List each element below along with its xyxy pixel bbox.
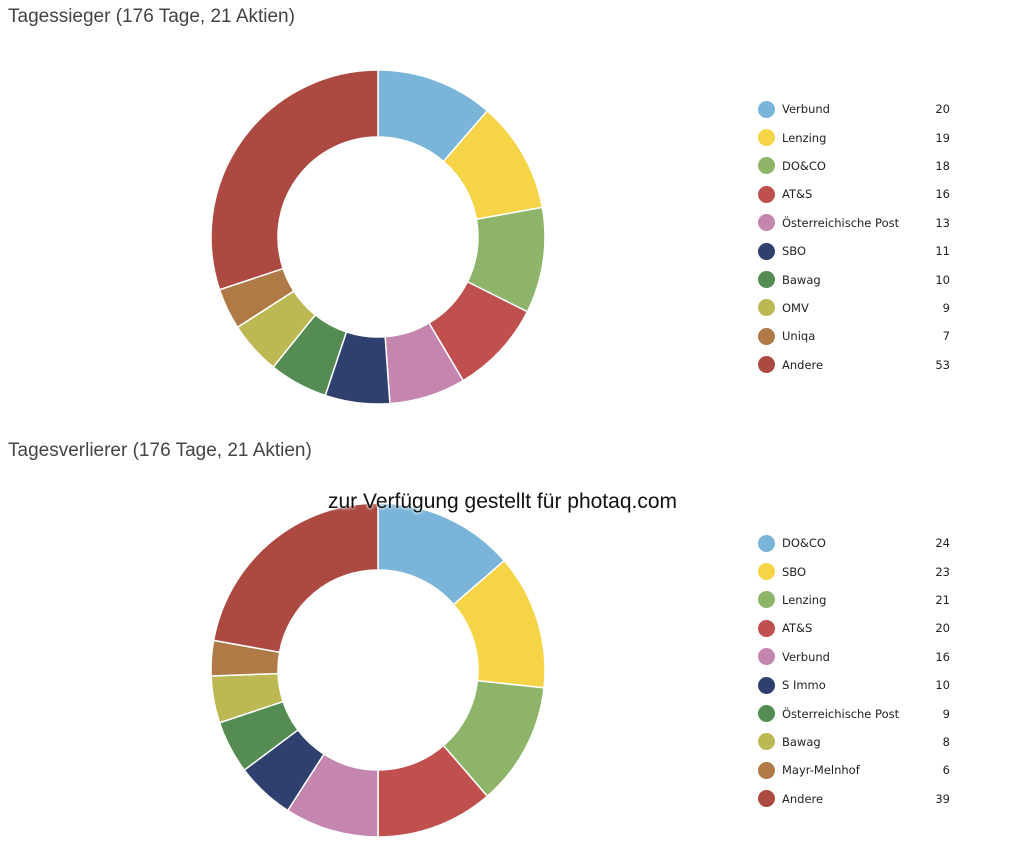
legend-item[interactable]: Lenzing 21 (758, 586, 950, 614)
legend-value: 23 (935, 564, 950, 579)
legend-item[interactable]: DO&CO 18 (758, 152, 950, 180)
legend-label: Andere (782, 791, 824, 806)
legend-label: Österreichische Post (782, 706, 900, 721)
legend-item[interactable]: S Immo 10 (758, 671, 950, 699)
legend-value: 53 (935, 357, 950, 372)
legend-color-dot-icon (758, 271, 775, 289)
chart-title-winners: Tagessieger (176 Tage, 21 Aktien) (8, 6, 295, 27)
legend-color-dot-icon (758, 299, 775, 317)
legend-label: Bawag (782, 272, 821, 287)
legend-label: SBO (782, 564, 807, 579)
watermark: zur Verfügung gestellt für photaq.com (327, 490, 678, 513)
donut-slice-andere[interactable] (212, 502, 379, 654)
legend-item[interactable]: SBO 23 (758, 557, 950, 585)
legend-value: 20 (935, 102, 950, 117)
donut-chart-losers (210, 502, 546, 838)
legend-value: 19 (935, 130, 950, 145)
legend-label: SBO (782, 244, 807, 259)
legend-winners: Verbund 20 Lenzing 19 DO&CO 18 AT&S 16 Österreic… (758, 95, 950, 379)
legend-value: 21 (935, 592, 950, 607)
legend-color-dot-icon (758, 157, 775, 175)
legend-item[interactable]: DO&CO 24 (758, 529, 950, 557)
legend-label: DO&CO (782, 536, 826, 551)
legend-color-dot-icon (758, 648, 775, 666)
legend-item[interactable]: Andere 39 (758, 785, 950, 813)
legend-color-dot-icon (758, 327, 775, 345)
legend-value: 18 (935, 158, 950, 173)
legend-value: 24 (935, 536, 950, 551)
legend-label: S Immo (782, 678, 826, 693)
legend-value: 16 (935, 649, 950, 664)
legend-color-dot-icon (758, 100, 775, 118)
legend-color-dot-icon (758, 790, 775, 808)
legend-item[interactable]: Österreichische Post 9 (758, 699, 950, 727)
legend-label: Mayr-Melnhof (782, 763, 860, 778)
legend-label: OMV (782, 300, 809, 315)
legend-value: 11 (935, 244, 950, 259)
legend-value: 13 (935, 215, 950, 230)
chart-title-losers: Tagesverlierer (176 Tage, 21 Aktien) (8, 440, 312, 461)
legend-value: 20 (935, 621, 950, 636)
legend-value: 10 (935, 678, 950, 693)
legend-color-dot-icon (758, 534, 775, 552)
legend-label: AT&S (782, 621, 813, 636)
legend-color-dot-icon (758, 676, 775, 694)
legend-value: 39 (935, 791, 950, 806)
legend-color-dot-icon (758, 129, 775, 147)
legend-value: 7 (942, 329, 950, 344)
legend-label: Verbund (782, 649, 830, 664)
legend-label: Lenzing (782, 130, 827, 145)
legend-item[interactable]: SBO 11 (758, 237, 950, 265)
legend-label: Österreichische Post (782, 215, 900, 230)
legend-label: DO&CO (782, 158, 826, 173)
legend-item[interactable]: Andere 53 (758, 351, 950, 379)
legend-color-dot-icon (758, 619, 775, 637)
legend-value: 8 (942, 734, 950, 749)
legend-color-dot-icon (758, 242, 775, 260)
legend-color-dot-icon (758, 214, 775, 232)
legend-label: Uniqa (782, 329, 816, 344)
legend-value: 16 (935, 187, 950, 202)
legend-item[interactable]: Österreichische Post 13 (758, 209, 950, 237)
legend-color-dot-icon (758, 591, 775, 609)
legend-item[interactable]: Bawag 8 (758, 728, 950, 756)
legend-label: Verbund (782, 102, 830, 117)
legend-label: Lenzing (782, 592, 827, 607)
legend-color-dot-icon (758, 733, 775, 751)
legend-color-dot-icon (758, 705, 775, 723)
legend-losers: DO&CO 24 SBO 23 Lenzing 21 AT&S 20 Verbund 16 S Im… (758, 529, 950, 813)
legend-item[interactable]: Lenzing 19 (758, 123, 950, 151)
legend-color-dot-icon (758, 761, 775, 779)
legend-value: 9 (942, 300, 950, 315)
legend-value: 6 (942, 763, 950, 778)
legend-label: Bawag (782, 734, 821, 749)
legend-value: 9 (942, 706, 950, 721)
legend-item[interactable]: OMV 9 (758, 294, 950, 322)
donut-chart-winners (210, 69, 546, 405)
legend-item[interactable]: Verbund 20 (758, 95, 950, 123)
legend-item[interactable]: Bawag 10 (758, 265, 950, 293)
legend-item[interactable]: AT&S 20 (758, 614, 950, 642)
legend-value: 10 (935, 272, 950, 287)
legend-item[interactable]: Mayr-Melnhof 6 (758, 756, 950, 784)
donut-slice-andere[interactable] (210, 69, 379, 291)
legend-label: AT&S (782, 187, 813, 202)
legend-color-dot-icon (758, 185, 775, 203)
legend-color-dot-icon (758, 563, 775, 581)
legend-item[interactable]: AT&S 16 (758, 180, 950, 208)
legend-label: Andere (782, 357, 824, 372)
legend-item[interactable]: Uniqa 7 (758, 322, 950, 350)
legend-item[interactable]: Verbund 16 (758, 643, 950, 671)
legend-color-dot-icon (758, 356, 775, 374)
